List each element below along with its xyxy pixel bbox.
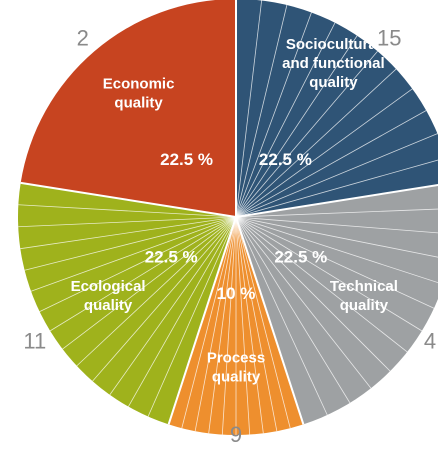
slice-separator <box>20 181 237 218</box>
slice-stripes-ecological-quality <box>18 204 237 417</box>
value-label-ecological-quality: 22.5 % <box>145 248 198 267</box>
name-label-economic-quality: Economic quality <box>103 75 175 111</box>
name-label-ecological-quality: Ecological quality <box>71 278 146 314</box>
name-label-technical-quality: Technical quality <box>330 278 398 314</box>
outer-number-economic-quality: 2 <box>77 26 89 51</box>
pie-slice-economic-quality <box>20 0 236 217</box>
name-label-sociocultural-and-functional-quality: Sociocultural and functional quality <box>282 36 385 91</box>
value-label-sociocultural-and-functional-quality: 22.5 % <box>259 150 312 169</box>
slice-stripes-technical-quality <box>235 208 438 416</box>
slice-separator <box>167 216 237 425</box>
slice-separator <box>235 183 438 218</box>
outer-number-technical-quality: 4 <box>424 328 436 353</box>
outer-number-process-quality: 9 <box>230 422 242 445</box>
pie-slice-technical-quality <box>236 185 438 425</box>
pie-slice-sociocultural-and-functional-quality <box>236 0 438 217</box>
value-label-process-quality: 10 % <box>217 284 256 303</box>
outer-number-ecological-quality: 11 <box>23 328 46 353</box>
name-label-process-quality: Process quality <box>207 350 265 386</box>
slice-stripes-sociocultural-and-functional-quality <box>235 0 438 218</box>
slice-stripes-process-quality <box>181 216 291 435</box>
value-label-technical-quality: 22.5 % <box>274 248 327 267</box>
value-label-economic-quality: 22.5 % <box>160 150 213 169</box>
slice-separator <box>235 216 305 425</box>
outer-number-sociocultural-and-functional-quality: 15 <box>377 26 401 51</box>
